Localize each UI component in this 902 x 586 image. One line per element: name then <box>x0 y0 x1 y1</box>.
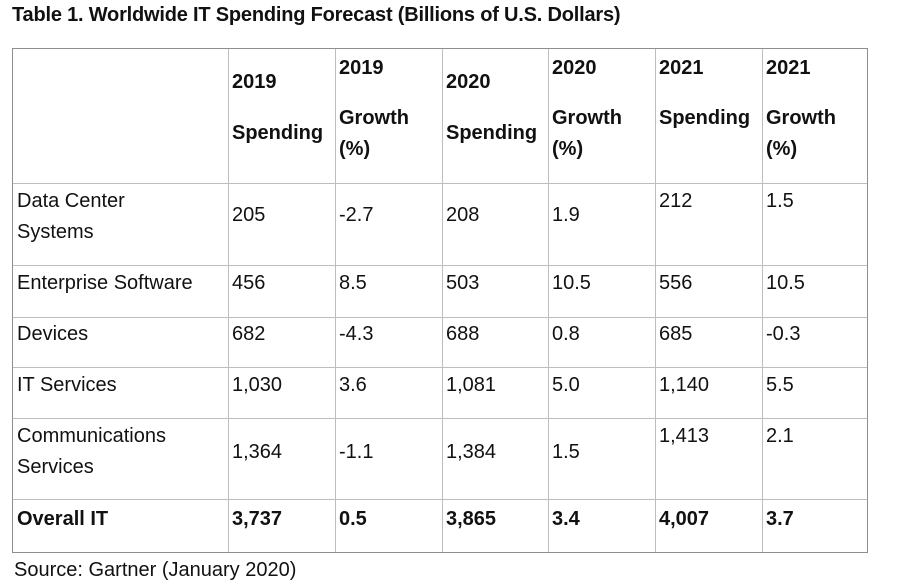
spending-2019: 205 <box>232 204 266 226</box>
spending-2020: 208 <box>446 204 480 226</box>
growth-2020: 1.5 <box>552 441 580 463</box>
growth-2021: -0.3 <box>766 323 801 345</box>
row-divider <box>13 317 867 318</box>
header-2020-spending: Spending <box>446 122 538 144</box>
growth-2021: 1.5 <box>766 190 794 212</box>
segment-label-total: Overall IT <box>17 508 109 530</box>
spending-2019: 1,364 <box>232 441 283 463</box>
spending-2019: 682 <box>232 323 266 345</box>
spending-2020: 503 <box>446 272 480 294</box>
growth-2020-total: 3.4 <box>552 508 580 530</box>
row-divider <box>13 183 867 184</box>
spending-2020: 688 <box>446 323 480 345</box>
spending-2019: 456 <box>232 272 266 294</box>
row-divider <box>13 418 867 419</box>
header-2020-year: 2020 <box>446 71 491 93</box>
growth-2020: 5.0 <box>552 374 580 396</box>
spending-2019: 1,030 <box>232 374 283 396</box>
segment-label-line2: Systems <box>17 221 94 243</box>
spending-2020: 1,384 <box>446 441 497 463</box>
growth-2019: 8.5 <box>339 272 367 294</box>
segment-label: Communications <box>17 425 166 447</box>
growth-2019: -1.1 <box>339 441 374 463</box>
header-2019-growth: Growth <box>339 107 409 129</box>
column-divider <box>548 49 549 552</box>
header-2019-year: 2019 <box>232 71 277 93</box>
column-divider <box>228 49 229 552</box>
segment-label: Data Center <box>17 190 125 212</box>
spending-2021-total: 4,007 <box>659 508 710 530</box>
header-2021-growth-year: 2021 <box>766 57 811 79</box>
growth-2019: 3.6 <box>339 374 367 396</box>
header-2019-growth-year: 2019 <box>339 57 384 79</box>
header-2020-growth-pct: (%) <box>552 138 584 160</box>
segment-label: Enterprise Software <box>17 272 193 294</box>
header-2021-year: 2021 <box>659 57 704 79</box>
header-2019-spending: Spending <box>232 122 324 144</box>
header-2019-growth-pct: (%) <box>339 138 371 160</box>
growth-2020: 1.9 <box>552 204 580 226</box>
header-2021-growth: Growth <box>766 107 836 129</box>
spending-2020-total: 3,865 <box>446 508 497 530</box>
column-divider <box>335 49 336 552</box>
column-divider <box>762 49 763 552</box>
spending-2021: 212 <box>659 190 693 212</box>
spending-2021: 556 <box>659 272 693 294</box>
spending-2021: 1,413 <box>659 425 710 447</box>
growth-2019-total: 0.5 <box>339 508 367 530</box>
row-divider <box>13 499 867 500</box>
header-2021-growth-pct: (%) <box>766 138 798 160</box>
row-divider <box>13 265 867 266</box>
growth-2021: 10.5 <box>766 272 805 294</box>
spending-2019-total: 3,737 <box>232 508 283 530</box>
growth-2019: -2.7 <box>339 204 374 226</box>
spending-2021: 685 <box>659 323 693 345</box>
header-2020-growth-year: 2020 <box>552 57 597 79</box>
growth-2020: 0.8 <box>552 323 580 345</box>
source-note: Source: Gartner (January 2020) <box>14 559 297 581</box>
spending-2021: 1,140 <box>659 374 710 396</box>
segment-label: Devices <box>17 323 89 345</box>
spending-2020: 1,081 <box>446 374 497 396</box>
growth-2019: -4.3 <box>339 323 374 345</box>
growth-2021: 2.1 <box>766 425 794 447</box>
table-title: Table 1. Worldwide IT Spending Forecast … <box>12 4 621 26</box>
growth-2021: 5.5 <box>766 374 794 396</box>
segment-label-line2: Services <box>17 456 94 478</box>
it-spending-table: 2019 Spending 2019 Growth (%) 2020 Spend… <box>12 48 868 553</box>
column-divider <box>442 49 443 552</box>
segment-label: IT Services <box>17 374 117 396</box>
column-divider <box>655 49 656 552</box>
header-2021-spending: Spending <box>659 107 751 129</box>
growth-2020: 10.5 <box>552 272 591 294</box>
growth-2021-total: 3.7 <box>766 508 794 530</box>
row-divider <box>13 367 867 368</box>
header-2020-growth: Growth <box>552 107 622 129</box>
